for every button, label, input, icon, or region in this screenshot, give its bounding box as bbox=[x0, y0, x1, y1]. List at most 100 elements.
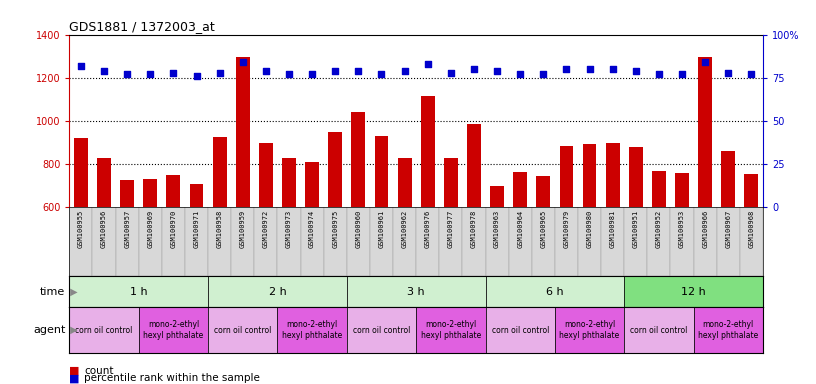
Point bbox=[421, 61, 434, 67]
Bar bbox=[560, 146, 574, 207]
Text: GSM100974: GSM100974 bbox=[309, 209, 315, 248]
Text: corn oil control: corn oil control bbox=[214, 326, 272, 335]
Bar bbox=[721, 151, 735, 207]
Text: GSM100972: GSM100972 bbox=[263, 209, 269, 248]
Bar bbox=[347, 307, 416, 353]
Bar bbox=[624, 276, 763, 307]
Bar bbox=[328, 132, 342, 207]
Bar bbox=[416, 307, 486, 353]
Text: GSM100977: GSM100977 bbox=[448, 209, 454, 248]
Point bbox=[398, 68, 411, 74]
Text: 12 h: 12 h bbox=[681, 287, 706, 297]
Point bbox=[444, 70, 457, 76]
Bar bbox=[583, 144, 596, 207]
Bar bbox=[370, 207, 393, 276]
Bar bbox=[139, 307, 208, 353]
Bar bbox=[675, 173, 689, 207]
Bar bbox=[578, 207, 601, 276]
Point bbox=[560, 66, 573, 72]
Bar bbox=[397, 158, 411, 207]
Bar bbox=[74, 138, 88, 207]
Bar bbox=[213, 137, 227, 207]
Text: corn oil control: corn oil control bbox=[353, 326, 410, 335]
Text: GSM100976: GSM100976 bbox=[424, 209, 431, 248]
Point bbox=[721, 70, 734, 76]
Point bbox=[606, 66, 619, 72]
Text: mono-2-ethyl
hexyl phthalate: mono-2-ethyl hexyl phthalate bbox=[560, 320, 619, 340]
Text: GSM100960: GSM100960 bbox=[355, 209, 361, 248]
Text: GSM100962: GSM100962 bbox=[401, 209, 408, 248]
Bar bbox=[490, 186, 504, 207]
Bar bbox=[185, 207, 208, 276]
Bar bbox=[439, 207, 463, 276]
Point bbox=[166, 70, 180, 76]
Bar bbox=[347, 207, 370, 276]
Bar bbox=[486, 307, 555, 353]
Text: GSM100956: GSM100956 bbox=[101, 209, 107, 248]
Point bbox=[652, 71, 665, 78]
Bar bbox=[601, 207, 624, 276]
Text: GSM100970: GSM100970 bbox=[171, 209, 176, 248]
Bar bbox=[694, 307, 763, 353]
Bar bbox=[375, 136, 388, 207]
Text: GSM100979: GSM100979 bbox=[563, 209, 570, 248]
Text: GSM100968: GSM100968 bbox=[748, 209, 755, 248]
Point bbox=[352, 68, 365, 74]
Bar bbox=[69, 276, 208, 307]
Text: GSM100959: GSM100959 bbox=[240, 209, 246, 248]
Bar bbox=[236, 57, 250, 207]
Bar bbox=[486, 276, 624, 307]
Text: mono-2-ethyl
hexyl phthalate: mono-2-ethyl hexyl phthalate bbox=[282, 320, 342, 340]
Bar bbox=[716, 207, 740, 276]
Bar bbox=[352, 112, 366, 207]
Text: time: time bbox=[40, 287, 65, 297]
Bar bbox=[300, 207, 324, 276]
Bar bbox=[508, 207, 532, 276]
Text: mono-2-ethyl
hexyl phthalate: mono-2-ethyl hexyl phthalate bbox=[698, 320, 758, 340]
Text: GSM100973: GSM100973 bbox=[286, 209, 292, 248]
Bar bbox=[69, 207, 92, 276]
Point bbox=[514, 71, 527, 78]
Bar bbox=[463, 207, 486, 276]
Point bbox=[305, 71, 318, 78]
Bar bbox=[208, 307, 277, 353]
Text: GSM100965: GSM100965 bbox=[540, 209, 547, 248]
Point bbox=[676, 71, 689, 78]
Point bbox=[213, 70, 226, 76]
Bar bbox=[513, 172, 527, 207]
Bar bbox=[116, 207, 139, 276]
Text: GDS1881 / 1372003_at: GDS1881 / 1372003_at bbox=[69, 20, 215, 33]
Bar bbox=[647, 207, 671, 276]
Bar bbox=[208, 207, 231, 276]
Text: GSM100975: GSM100975 bbox=[332, 209, 339, 248]
Text: agent: agent bbox=[33, 325, 65, 335]
Bar bbox=[486, 207, 508, 276]
Text: corn oil control: corn oil control bbox=[75, 326, 133, 335]
Bar bbox=[671, 207, 694, 276]
Point bbox=[74, 63, 87, 69]
Point bbox=[583, 66, 596, 72]
Text: GSM100955: GSM100955 bbox=[78, 209, 84, 248]
Bar bbox=[69, 307, 139, 353]
Point bbox=[121, 71, 134, 78]
Bar bbox=[305, 162, 319, 207]
Text: GSM100964: GSM100964 bbox=[517, 209, 523, 248]
Bar bbox=[416, 207, 439, 276]
Text: GSM100961: GSM100961 bbox=[379, 209, 384, 248]
Text: 6 h: 6 h bbox=[546, 287, 564, 297]
Bar bbox=[277, 307, 347, 353]
Bar bbox=[605, 142, 619, 207]
Bar bbox=[740, 207, 763, 276]
Bar bbox=[744, 174, 758, 207]
Point bbox=[468, 66, 481, 72]
Text: corn oil control: corn oil control bbox=[491, 326, 549, 335]
Text: GSM100963: GSM100963 bbox=[494, 209, 500, 248]
Bar bbox=[231, 207, 255, 276]
Bar bbox=[555, 307, 624, 353]
Text: GSM100957: GSM100957 bbox=[124, 209, 131, 248]
Bar bbox=[694, 207, 716, 276]
Text: mono-2-ethyl
hexyl phthalate: mono-2-ethyl hexyl phthalate bbox=[144, 320, 203, 340]
Text: GSM100969: GSM100969 bbox=[147, 209, 153, 248]
Bar bbox=[189, 184, 203, 207]
Text: GSM100971: GSM100971 bbox=[193, 209, 200, 248]
